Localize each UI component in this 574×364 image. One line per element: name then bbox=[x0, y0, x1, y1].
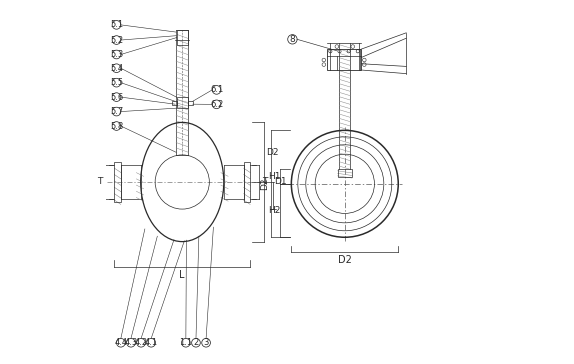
Text: 4.2: 4.2 bbox=[134, 338, 148, 347]
Text: 4.1: 4.1 bbox=[145, 338, 158, 347]
Text: T: T bbox=[97, 178, 102, 186]
Text: 5.2: 5.2 bbox=[110, 36, 123, 44]
Text: T: T bbox=[262, 178, 267, 186]
Text: L: L bbox=[180, 270, 185, 280]
Text: 6.2: 6.2 bbox=[210, 100, 223, 109]
Text: 5.5: 5.5 bbox=[110, 78, 123, 87]
Text: 5.3: 5.3 bbox=[110, 50, 123, 59]
Text: 6.1: 6.1 bbox=[210, 86, 223, 94]
Text: D2: D2 bbox=[266, 148, 278, 157]
Text: 3: 3 bbox=[203, 338, 209, 347]
Bar bbox=[177, 97, 188, 108]
Text: H2: H2 bbox=[268, 206, 280, 215]
Bar bbox=[243, 162, 250, 202]
Text: 5.8: 5.8 bbox=[110, 122, 123, 131]
Bar bbox=[338, 169, 352, 177]
Text: D2: D2 bbox=[261, 178, 269, 190]
Bar bbox=[172, 100, 177, 105]
Bar bbox=[188, 100, 193, 105]
Text: 8: 8 bbox=[289, 35, 295, 44]
Bar bbox=[114, 162, 121, 202]
Text: 4.4: 4.4 bbox=[114, 338, 127, 347]
Text: 4.3: 4.3 bbox=[125, 338, 138, 347]
Text: 5.1: 5.1 bbox=[110, 20, 123, 29]
Text: H1: H1 bbox=[267, 172, 280, 181]
Text: 2: 2 bbox=[193, 338, 199, 347]
Text: 5.7: 5.7 bbox=[110, 107, 123, 116]
Text: D1: D1 bbox=[274, 178, 286, 186]
Bar bbox=[177, 30, 188, 45]
Text: 5.6: 5.6 bbox=[110, 92, 123, 102]
Bar bbox=[327, 49, 362, 70]
Text: D2: D2 bbox=[338, 256, 352, 265]
Text: 5.4: 5.4 bbox=[110, 64, 123, 73]
Text: 1.1: 1.1 bbox=[179, 338, 192, 347]
